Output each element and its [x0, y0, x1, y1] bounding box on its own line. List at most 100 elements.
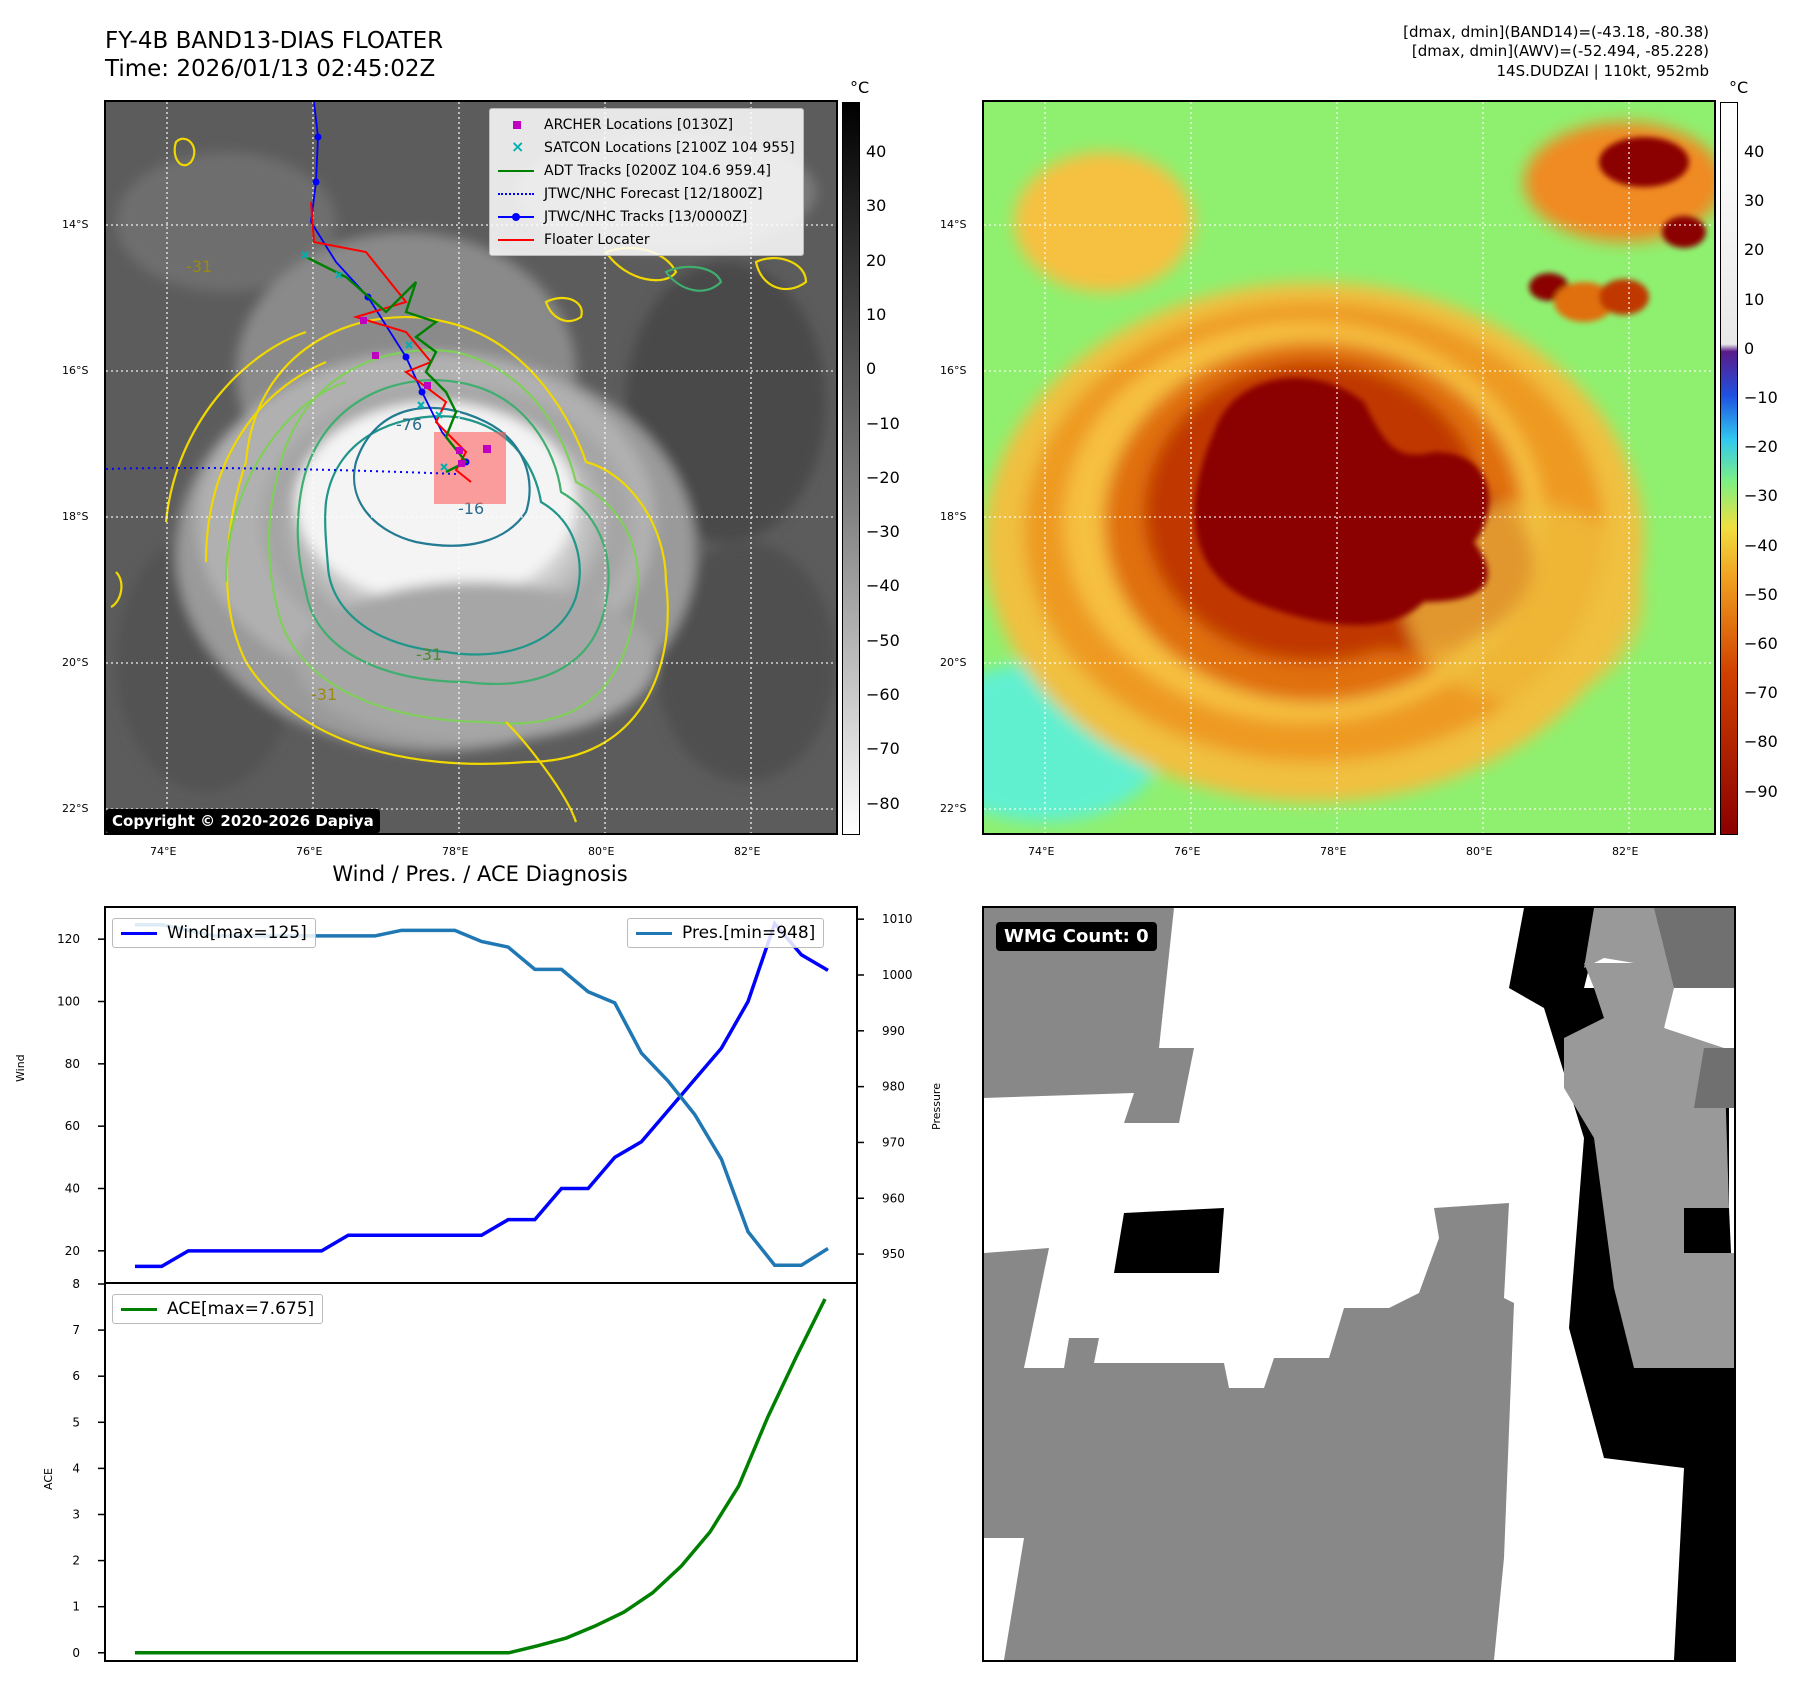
ace-tick-label: 1 — [72, 1600, 80, 1614]
ace-series-line — [135, 1298, 827, 1655]
ir-colorbar-tick-label: −70 — [866, 739, 900, 759]
awv-image — [984, 102, 1714, 833]
ace-tick-label: 2 — [72, 1554, 80, 1568]
pressure-axis-label: Pressure — [930, 1083, 943, 1130]
legend-label: Floater Locater — [544, 231, 650, 248]
pressure-tick-label: 1010 — [882, 912, 913, 926]
wmg-panel: WMG Count: 0 — [982, 906, 1736, 1662]
diagnosis-title: Wind / Pres. / ACE Diagnosis — [332, 862, 628, 886]
ir-colorbar-tick-label: 30 — [866, 196, 887, 216]
wind-tick-label: 120 — [57, 932, 80, 946]
wind-tick-label: 20 — [65, 1244, 80, 1258]
legend-item-forecast: JTWC/NHC Forecast [12/1800Z] — [498, 182, 795, 205]
ir-colorbar-tick-label: −40 — [866, 576, 900, 596]
awv-colorbar-tick-label: −90 — [1744, 781, 1778, 801]
awv-colorbar-tick-label: 10 — [1744, 289, 1765, 309]
line-dot-icon — [498, 210, 534, 224]
info-line3: 14S.DUDZAI | 110kt, 952mb — [1496, 62, 1709, 80]
jtwc-forecast-track — [106, 466, 457, 475]
awv-colorbar-tick-label: −50 — [1744, 584, 1778, 604]
pressure-tick-label: 990 — [882, 1024, 905, 1038]
legend-label: JTWC/NHC Forecast [12/1800Z] — [544, 185, 763, 202]
ace-tick-label: 3 — [72, 1507, 80, 1521]
ir-colorbar-tick-label: 10 — [866, 304, 887, 324]
pressure-legend-label: Pres.[min=948] — [682, 923, 816, 943]
awv-panel — [982, 100, 1716, 835]
awv-colorbar-tick-label: −80 — [1744, 732, 1778, 752]
contour-label: -31 — [186, 257, 212, 276]
ace-tick-label: 7 — [72, 1323, 80, 1337]
ir-colorbar-tick-label: −20 — [866, 467, 900, 487]
pressure-tick-label: 950 — [882, 1247, 905, 1261]
ace-tick-label: 8 — [72, 1277, 80, 1291]
ir-colorbar-tick-label: 0 — [866, 359, 877, 379]
ace-axis-label: ACE — [42, 1468, 55, 1490]
ir-colorbar-tick-label: −10 — [866, 413, 900, 433]
ir-colorbar — [842, 102, 860, 835]
pressure-tick-label: 960 — [882, 1191, 905, 1205]
pressure-series-line — [135, 922, 829, 1268]
pressure-tick-label: 970 — [882, 1135, 905, 1149]
copyright-badge: Copyright © 2020-2026 Dapiya — [106, 809, 380, 833]
ace-frame — [104, 1282, 858, 1662]
ace-tick-label: 5 — [72, 1415, 80, 1429]
awv-colorbar-tick-label: −60 — [1744, 634, 1778, 653]
ir-colorbar-tick-label: −60 — [866, 685, 900, 704]
wind-tick-label: 80 — [65, 1057, 80, 1071]
line-marker-icon — [636, 926, 672, 940]
square-marker-icon — [498, 118, 534, 132]
awv-colorbar — [1720, 102, 1738, 835]
adt-track — [305, 255, 468, 474]
line-marker-icon — [498, 233, 534, 247]
awv-colorbar-tick-label: −20 — [1744, 437, 1778, 457]
awv-colorbar-tick-label: −30 — [1744, 486, 1778, 506]
info-line1: [dmax, dmin](BAND14)=(-43.18, -80.38) — [1403, 23, 1709, 41]
ace-tick-label: 4 — [72, 1461, 80, 1475]
legend-item-adt: ADT Tracks [0200Z 104.6 959.4] — [498, 159, 795, 182]
legend-label: JTWC/NHC Tracks [13/0000Z] — [544, 208, 748, 225]
ace-legend: ACE[max=7.675] — [112, 1294, 324, 1324]
ir-colorbar-tick-label: −50 — [866, 630, 900, 650]
ace-legend-label: ACE[max=7.675] — [167, 1299, 315, 1319]
wind-legend: Wind[max=125] — [112, 918, 316, 948]
pressure-tick-label: 980 — [882, 1080, 905, 1094]
legend-label: ARCHER Locations [0130Z] — [544, 116, 734, 133]
line-marker-icon — [498, 164, 534, 178]
legend-label: SATCON Locations [2100Z 104 955] — [544, 139, 795, 156]
awv-colorbar-tick-label: 40 — [1744, 142, 1765, 161]
ir-colorbar-tick-label: −30 — [866, 522, 900, 542]
awv-colorbar-tick-label: −40 — [1744, 535, 1778, 555]
wind-axis-label: Wind — [14, 1054, 27, 1082]
legend-item-jtwc: JTWC/NHC Tracks [13/0000Z] — [498, 205, 795, 228]
wind-series-line — [135, 920, 829, 1269]
ace-tick-label: 0 — [72, 1646, 80, 1660]
line-marker-icon — [121, 1302, 157, 1316]
awv-colorbar-tick-label: 20 — [1744, 240, 1765, 260]
contour-label: -31 — [416, 645, 442, 664]
ir-satellite-image: -31 -31 -31 -76 -16 — [106, 102, 836, 833]
legend-item-floater: Floater Locater — [498, 228, 795, 251]
ir-colorbar-tick-label: 20 — [866, 250, 887, 270]
legend-item-archer: ARCHER Locations [0130Z] — [498, 113, 795, 136]
ir-legend: ARCHER Locations [0130Z] × SATCON Locati… — [489, 108, 804, 256]
line-marker-icon — [121, 926, 157, 940]
awv-colorbar-tick-label: 0 — [1744, 338, 1755, 358]
legend-item-satcon: × SATCON Locations [2100Z 104 955] — [498, 136, 795, 159]
dotted-line-icon — [498, 187, 534, 201]
wind-legend-label: Wind[max=125] — [167, 923, 307, 943]
contour-label: -31 — [311, 685, 337, 704]
x-marker-icon: × — [511, 136, 525, 156]
wind-tick-label: 100 — [57, 995, 80, 1009]
ir-colorbar-tick-label: 40 — [866, 142, 887, 161]
awv-colorbar-unit: °C — [1729, 78, 1749, 97]
ace-tick-label: 6 — [72, 1369, 80, 1383]
wind-tick-label: 60 — [65, 1119, 80, 1133]
wmg-count-badge: WMG Count: 0 — [996, 922, 1157, 951]
wind-tick-label: 40 — [65, 1182, 80, 1196]
chart-title-line1: FY-4B BAND13-DIAS FLOATER — [105, 28, 444, 54]
awv-colorbar-tick-label: −70 — [1744, 683, 1778, 703]
contour-label: -76 — [396, 415, 422, 434]
legend-label: ADT Tracks [0200Z 104.6 959.4] — [544, 162, 771, 179]
awv-colorbar-tick-label: −10 — [1744, 388, 1778, 407]
